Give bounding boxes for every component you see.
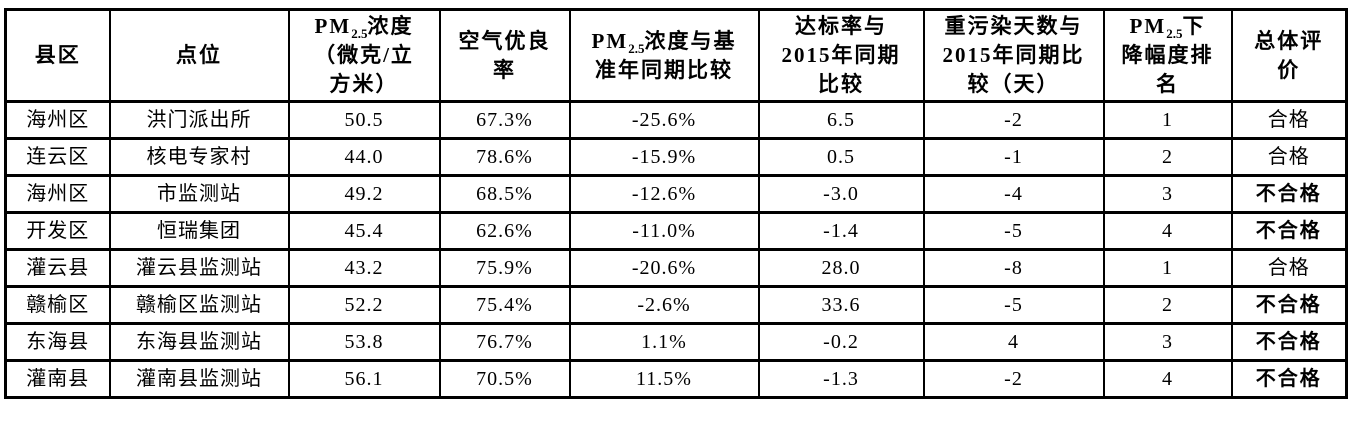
- table-row-2: 连云区 核电专家村 44.0 78.6% -15.9% 0.5 -1 2 合格: [4, 137, 1348, 177]
- table-row-6: 赣榆区 赣榆区监测站 52.2 75.4% -2.6% 33.6 -5 2 不合格: [4, 285, 1348, 325]
- cell-overall-rating: 不合格: [1230, 211, 1348, 251]
- cell-attainment-vs-2015: 33.6: [757, 285, 925, 325]
- cell-site: 东海县监测站: [108, 322, 290, 362]
- cell-site: 核电专家村: [108, 137, 290, 177]
- cell-pm25-decline-rank: 2: [1102, 285, 1233, 325]
- cell-pm25-vs-base-year: -20.6%: [568, 248, 760, 288]
- cell-pm25-concentration: 45.4: [287, 211, 441, 251]
- table-row-1: 海州区 洪门派出所 50.5 67.3% -25.6% 6.5 -2 1 合格: [4, 100, 1348, 140]
- cell-pm25-vs-base-year: 1.1%: [568, 322, 760, 362]
- subscript: 2.5: [351, 26, 368, 42]
- cell-good-air-rate: 68.5%: [438, 174, 571, 214]
- cell-good-air-rate: 75.4%: [438, 285, 571, 325]
- cell-pm25-concentration: 44.0: [287, 137, 441, 177]
- cell-pm25-decline-rank: 4: [1102, 359, 1233, 399]
- cell-county: 连云区: [4, 137, 111, 177]
- cell-site: 市监测站: [108, 174, 290, 214]
- cell-overall-rating: 不合格: [1230, 322, 1348, 362]
- cell-site: 恒瑞集团: [108, 211, 290, 251]
- cell-attainment-vs-2015: -1.3: [757, 359, 925, 399]
- cell-attainment-vs-2015: 0.5: [757, 137, 925, 177]
- cell-attainment-vs-2015: -0.2: [757, 322, 925, 362]
- cell-pm25-decline-rank: 3: [1102, 322, 1233, 362]
- cell-good-air-rate: 78.6%: [438, 137, 571, 177]
- cell-pm25-concentration: 53.8: [287, 322, 441, 362]
- column-header-county: 县区: [4, 8, 111, 103]
- cell-pm25-decline-rank: 2: [1102, 137, 1233, 177]
- table-row-4: 开发区 恒瑞集团 45.4 62.6% -11.0% -1.4 -5 4 不合格: [4, 211, 1348, 251]
- header-row: 县区 点位 PM2.5浓度 （微克/立 方米） 空气优良 率 PM2.5浓度与基 准年同…: [4, 8, 1348, 103]
- cell-overall-rating: 不合格: [1230, 359, 1348, 399]
- cell-county: 东海县: [4, 322, 111, 362]
- cell-county: 赣榆区: [4, 285, 111, 325]
- cell-good-air-rate: 76.7%: [438, 322, 571, 362]
- cell-heavy-pollution-days-vs-2015: -5: [922, 285, 1105, 325]
- column-header-pm25-decline-rank: PM2.5下 降幅度排 名: [1102, 8, 1233, 103]
- cell-pm25-concentration: 52.2: [287, 285, 441, 325]
- cell-overall-rating: 合格: [1230, 100, 1348, 140]
- cell-heavy-pollution-days-vs-2015: -4: [922, 174, 1105, 214]
- column-header-attainment-vs-2015: 达标率与 2015年同期 比较: [757, 8, 925, 103]
- cell-pm25-vs-base-year: -12.6%: [568, 174, 760, 214]
- cell-pm25-vs-base-year: 11.5%: [568, 359, 760, 399]
- table-header: 县区 点位 PM2.5浓度 （微克/立 方米） 空气优良 率 PM2.5浓度与基 准年同…: [4, 8, 1348, 103]
- cell-overall-rating: 不合格: [1230, 285, 1348, 325]
- air-quality-table: 县区 点位 PM2.5浓度 （微克/立 方米） 空气优良 率 PM2.5浓度与基 准年同…: [4, 8, 1348, 399]
- table-row-3: 海州区 市监测站 49.2 68.5% -12.6% -3.0 -4 3 不合格: [4, 174, 1348, 214]
- cell-pm25-decline-rank: 3: [1102, 174, 1233, 214]
- column-header-heavy-pollution-days-vs-2015: 重污染天数与 2015年同期比 较（天）: [922, 8, 1105, 103]
- cell-attainment-vs-2015: -1.4: [757, 211, 925, 251]
- cell-site: 灌南县监测站: [108, 359, 290, 399]
- cell-heavy-pollution-days-vs-2015: 4: [922, 322, 1105, 362]
- cell-good-air-rate: 70.5%: [438, 359, 571, 399]
- cell-pm25-vs-base-year: -2.6%: [568, 285, 760, 325]
- subscript: 2.5: [1166, 26, 1183, 42]
- cell-heavy-pollution-days-vs-2015: -8: [922, 248, 1105, 288]
- cell-attainment-vs-2015: -3.0: [757, 174, 925, 214]
- cell-pm25-decline-rank: 1: [1102, 248, 1233, 288]
- cell-county: 灌云县: [4, 248, 111, 288]
- cell-pm25-decline-rank: 1: [1102, 100, 1233, 140]
- column-header-overall-rating: 总体评 价: [1230, 8, 1348, 103]
- cell-county: 海州区: [4, 174, 111, 214]
- table-body: 海州区 洪门派出所 50.5 67.3% -25.6% 6.5 -2 1 合格 连云区 核电专家村 4…: [4, 100, 1348, 399]
- cell-pm25-concentration: 43.2: [287, 248, 441, 288]
- cell-pm25-vs-base-year: -11.0%: [568, 211, 760, 251]
- cell-attainment-vs-2015: 6.5: [757, 100, 925, 140]
- cell-site: 灌云县监测站: [108, 248, 290, 288]
- cell-heavy-pollution-days-vs-2015: -2: [922, 359, 1105, 399]
- column-header-site: 点位: [108, 8, 290, 103]
- table-row-8: 灌南县 灌南县监测站 56.1 70.5% 11.5% -1.3 -2 4 不合格: [4, 359, 1348, 399]
- cell-pm25-vs-base-year: -15.9%: [568, 137, 760, 177]
- subscript: 2.5: [628, 40, 645, 56]
- cell-site: 洪门派出所: [108, 100, 290, 140]
- table-row-5: 灌云县 灌云县监测站 43.2 75.9% -20.6% 28.0 -8 1 合格: [4, 248, 1348, 288]
- cell-overall-rating: 不合格: [1230, 174, 1348, 214]
- cell-heavy-pollution-days-vs-2015: -5: [922, 211, 1105, 251]
- column-header-pm25-concentration: PM2.5浓度 （微克/立 方米）: [287, 8, 441, 103]
- cell-overall-rating: 合格: [1230, 137, 1348, 177]
- cell-county: 开发区: [4, 211, 111, 251]
- cell-pm25-vs-base-year: -25.6%: [568, 100, 760, 140]
- cell-heavy-pollution-days-vs-2015: -2: [922, 100, 1105, 140]
- cell-pm25-decline-rank: 4: [1102, 211, 1233, 251]
- cell-good-air-rate: 62.6%: [438, 211, 571, 251]
- cell-pm25-concentration: 56.1: [287, 359, 441, 399]
- cell-good-air-rate: 75.9%: [438, 248, 571, 288]
- column-header-pm25-vs-base-year: PM2.5浓度与基 准年同期比较: [568, 8, 760, 103]
- cell-site: 赣榆区监测站: [108, 285, 290, 325]
- cell-pm25-concentration: 50.5: [287, 100, 441, 140]
- cell-good-air-rate: 67.3%: [438, 100, 571, 140]
- cell-pm25-concentration: 49.2: [287, 174, 441, 214]
- cell-county: 灌南县: [4, 359, 111, 399]
- cell-county: 海州区: [4, 100, 111, 140]
- table-row-7: 东海县 东海县监测站 53.8 76.7% 1.1% -0.2 4 3 不合格: [4, 322, 1348, 362]
- cell-overall-rating: 合格: [1230, 248, 1348, 288]
- cell-heavy-pollution-days-vs-2015: -1: [922, 137, 1105, 177]
- cell-attainment-vs-2015: 28.0: [757, 248, 925, 288]
- column-header-good-air-rate: 空气优良 率: [438, 8, 571, 103]
